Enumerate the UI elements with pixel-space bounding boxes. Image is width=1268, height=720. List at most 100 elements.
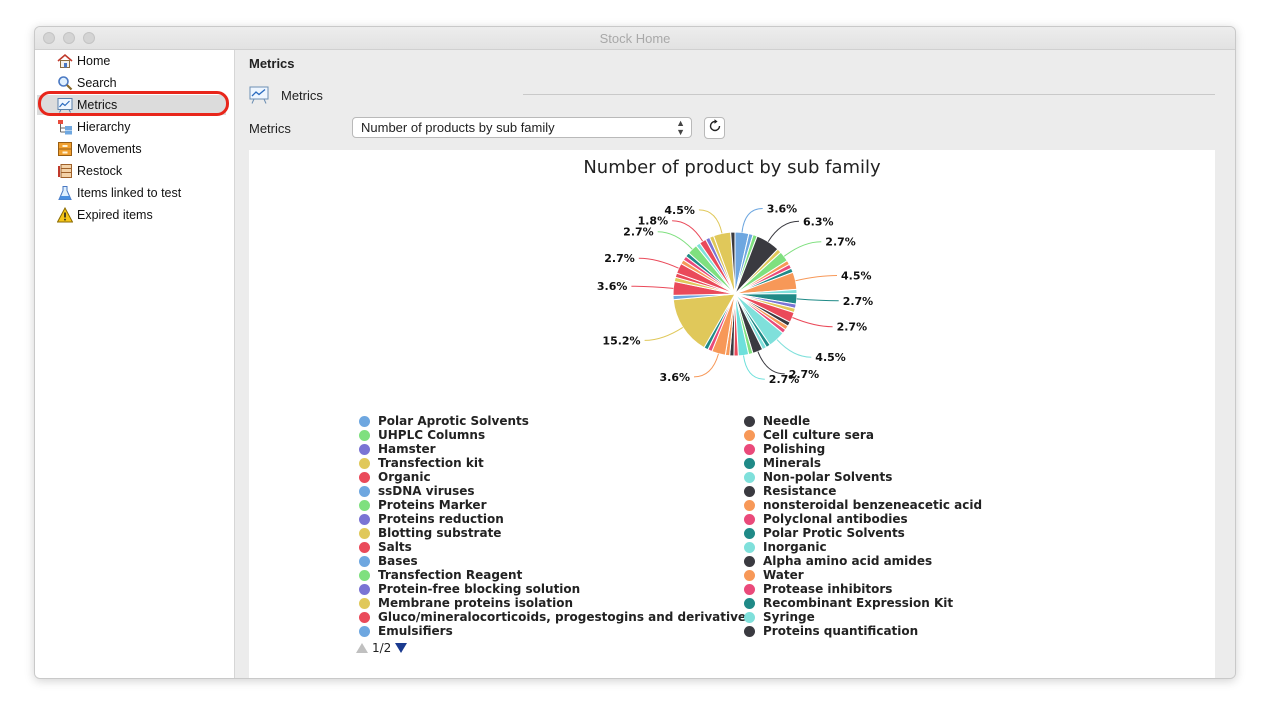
pie-leader-line: [767, 220, 800, 242]
legend-swatch: [359, 429, 370, 441]
section-divider: [523, 94, 1215, 95]
pie-data-label: 2.7%: [769, 373, 800, 386]
legend-item[interactable]: UHPLC Columns: [359, 428, 753, 442]
sidebar-item-home[interactable]: Home: [57, 51, 110, 71]
legend-item[interactable]: Water: [744, 568, 982, 582]
legend-item[interactable]: Salts: [359, 540, 753, 554]
legend-swatch: [744, 569, 755, 581]
legend-item[interactable]: Polishing: [744, 442, 982, 456]
pie-data-label: 2.7%: [843, 295, 874, 308]
pie-slice-minor[interactable]: [730, 231, 736, 295]
legend-label: Protease inhibitors: [763, 582, 893, 596]
legend-item[interactable]: Proteins quantification: [744, 624, 982, 638]
legend-item[interactable]: Syringe: [744, 610, 982, 624]
pie-leader-line: [795, 275, 838, 282]
legend-label: Organic: [378, 470, 431, 484]
legend-label: Cell culture sera: [763, 428, 874, 442]
legend-label: Blotting substrate: [378, 526, 502, 540]
legend-right-column: Needle Cell culture sera Polishing Minerals…: [744, 414, 982, 638]
legend-swatch: [744, 485, 755, 497]
close-window-button[interactable]: [43, 32, 55, 44]
legend-label: UHPLC Columns: [378, 428, 486, 442]
legend-swatch: [359, 471, 370, 483]
legend-item[interactable]: Minerals: [744, 456, 982, 470]
legend-item[interactable]: Alpha amino acid amides: [744, 554, 982, 568]
sidebar-item-metrics[interactable]: Metrics: [37, 95, 226, 115]
pie-data-label: 15.2%: [602, 334, 640, 347]
legend-item[interactable]: Protease inhibitors: [744, 582, 982, 596]
pie-leader-line: [631, 285, 674, 289]
sidebar-item-restock[interactable]: Restock: [57, 161, 122, 181]
legend-label: Membrane proteins isolation: [378, 596, 573, 610]
legend-item[interactable]: Needle: [744, 414, 982, 428]
legend-label: Polar Aprotic Solvents: [378, 414, 529, 428]
sidebar-item-items-linked-to-test[interactable]: Items linked to test: [57, 183, 181, 203]
legend-item[interactable]: ssDNA viruses: [359, 484, 753, 498]
legend-label: Emulsifiers: [378, 624, 453, 638]
refresh-button[interactable]: [704, 117, 725, 139]
legend-item[interactable]: Recombinant Expression Kit: [744, 596, 982, 610]
legend-item[interactable]: Cell culture sera: [744, 428, 982, 442]
legend-swatch: [744, 583, 755, 595]
sidebar-item-hierarchy[interactable]: Hierarchy: [57, 117, 131, 137]
legend-item[interactable]: Proteins Marker: [359, 498, 753, 512]
magnifier-icon: [57, 75, 73, 91]
legend-item[interactable]: Organic: [359, 470, 753, 484]
legend-item[interactable]: Membrane proteins isolation: [359, 596, 753, 610]
pie-data-label: 2.7%: [837, 321, 868, 334]
pie-data-label: 4.5%: [815, 351, 846, 364]
legend-swatch: [359, 415, 370, 427]
section-label: Metrics: [281, 87, 323, 103]
title-bar: Stock Home: [35, 27, 1235, 50]
refresh-icon: [708, 118, 722, 138]
sidebar-item-movements[interactable]: Movements: [57, 139, 142, 159]
legend-item[interactable]: Emulsifiers: [359, 624, 753, 638]
metrics-select-value: Number of products by sub family: [361, 120, 555, 135]
legend-label: Polar Protic Solvents: [763, 526, 905, 540]
legend-item[interactable]: Polyclonal antibodies: [744, 512, 982, 526]
chart-board-icon: [249, 86, 269, 104]
legend-item[interactable]: Polar Aprotic Solvents: [359, 414, 753, 428]
legend-page-down-icon[interactable]: [395, 643, 408, 653]
legend-item[interactable]: Transfection Reagent: [359, 568, 753, 582]
pie-leader-line: [644, 326, 684, 341]
legend-swatch: [744, 471, 755, 483]
legend-item[interactable]: Protein-free blocking solution: [359, 582, 753, 596]
legend-label: Hamster: [378, 442, 436, 456]
legend-swatch: [744, 611, 755, 623]
legend-swatch: [744, 415, 755, 427]
legend-page-up-icon[interactable]: [356, 643, 368, 653]
legend-swatch: [359, 499, 370, 511]
split-pane-divider[interactable]: [234, 50, 235, 678]
minimize-window-button[interactable]: [63, 32, 75, 44]
flask-icon: [57, 185, 73, 201]
hierarchy-icon: [57, 119, 73, 135]
legend-item[interactable]: Non-polar Solvents: [744, 470, 982, 484]
legend-item[interactable]: Inorganic: [744, 540, 982, 554]
legend-swatch: [744, 499, 755, 511]
legend-item[interactable]: Bases: [359, 554, 753, 568]
legend-item[interactable]: Polar Protic Solvents: [744, 526, 982, 540]
boxes-icon: [57, 141, 73, 157]
sidebar-item-search[interactable]: Search: [57, 73, 117, 93]
legend-label: Resistance: [763, 484, 837, 498]
legend-item[interactable]: Proteins reduction: [359, 512, 753, 526]
up-down-chevron-icon: ▲ ▼: [676, 118, 685, 137]
legend-item[interactable]: nonsteroidal benzeneacetic acid: [744, 498, 982, 512]
pie-data-label: 2.7%: [623, 226, 654, 239]
sidebar-item-label: Expired items: [77, 208, 153, 222]
zoom-window-button[interactable]: [83, 32, 95, 44]
legend-item[interactable]: Hamster: [359, 442, 753, 456]
pie-leader-line: [783, 241, 822, 257]
legend-swatch: [359, 611, 370, 623]
legend-swatch: [359, 541, 370, 553]
legend-item[interactable]: Blotting substrate: [359, 526, 753, 540]
legend-item[interactable]: Resistance: [744, 484, 982, 498]
selection-highlight-ring: [38, 91, 229, 116]
legend-item[interactable]: Transfection kit: [359, 456, 753, 470]
legend-swatch: [359, 625, 370, 637]
sidebar-item-expired-items[interactable]: Expired items: [57, 205, 153, 225]
legend-item[interactable]: Gluco/mineralocorticoids, progestogins a…: [359, 610, 753, 624]
metrics-select[interactable]: Number of products by sub family ▲ ▼: [352, 117, 692, 138]
legend-label: Water: [763, 568, 804, 582]
